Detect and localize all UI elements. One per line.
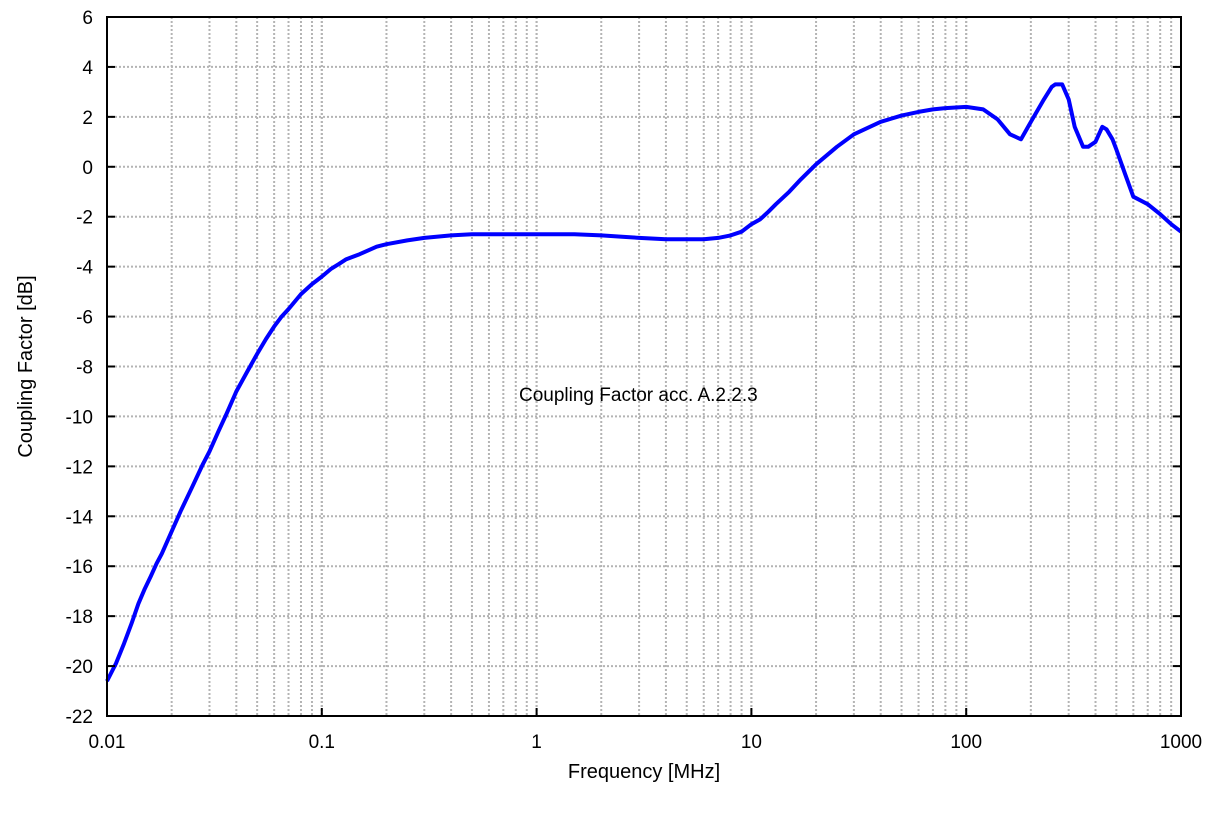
x-tick-label: 0.01: [89, 732, 126, 753]
y-tick-label: -2: [76, 208, 93, 229]
x-axis-ticks: 0.01 0.1 1 10 100 1000: [89, 708, 1202, 753]
y-tick-label: -16: [66, 557, 93, 578]
y-tick-label: -22: [66, 707, 93, 728]
y-tick-label: -8: [76, 358, 93, 379]
x-tick-label: 1: [531, 732, 542, 753]
grid-layer: [107, 17, 1181, 716]
y-tick-label: -10: [66, 407, 93, 428]
y-axis-title: Coupling Factor [dB]: [15, 275, 37, 457]
y-tick-label: -14: [66, 507, 94, 528]
coupling-factor-series-line: [105, 82, 1183, 683]
y-tick-label: -6: [76, 308, 93, 329]
y-tick-label: 0: [82, 158, 93, 179]
x-tick-label: 0.1: [309, 732, 335, 753]
chart-annotation: Coupling Factor acc. A.2.2.3: [519, 385, 758, 406]
y-tick-label: 2: [82, 108, 93, 129]
y-tick-label: -20: [66, 657, 93, 678]
x-tick-label: 100: [950, 732, 982, 753]
y-tick-label: -18: [66, 607, 93, 628]
x-axis-title: Frequency [MHz]: [568, 761, 720, 783]
series-layer: [105, 82, 1183, 683]
y-tick-label: -12: [66, 457, 93, 478]
x-tick-label: 1000: [1160, 732, 1202, 753]
y-tick-label: 6: [82, 8, 93, 29]
y-tick-label: 4: [82, 58, 93, 79]
x-tick-label: 10: [741, 732, 762, 753]
y-tick-label: -4: [76, 258, 93, 279]
